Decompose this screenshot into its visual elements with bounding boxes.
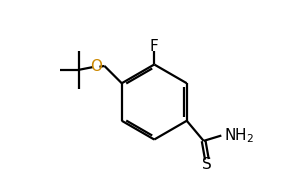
Text: NH$_2$: NH$_2$ <box>224 126 254 145</box>
Text: S: S <box>202 157 212 173</box>
Text: F: F <box>150 39 159 54</box>
Text: O: O <box>90 59 102 74</box>
